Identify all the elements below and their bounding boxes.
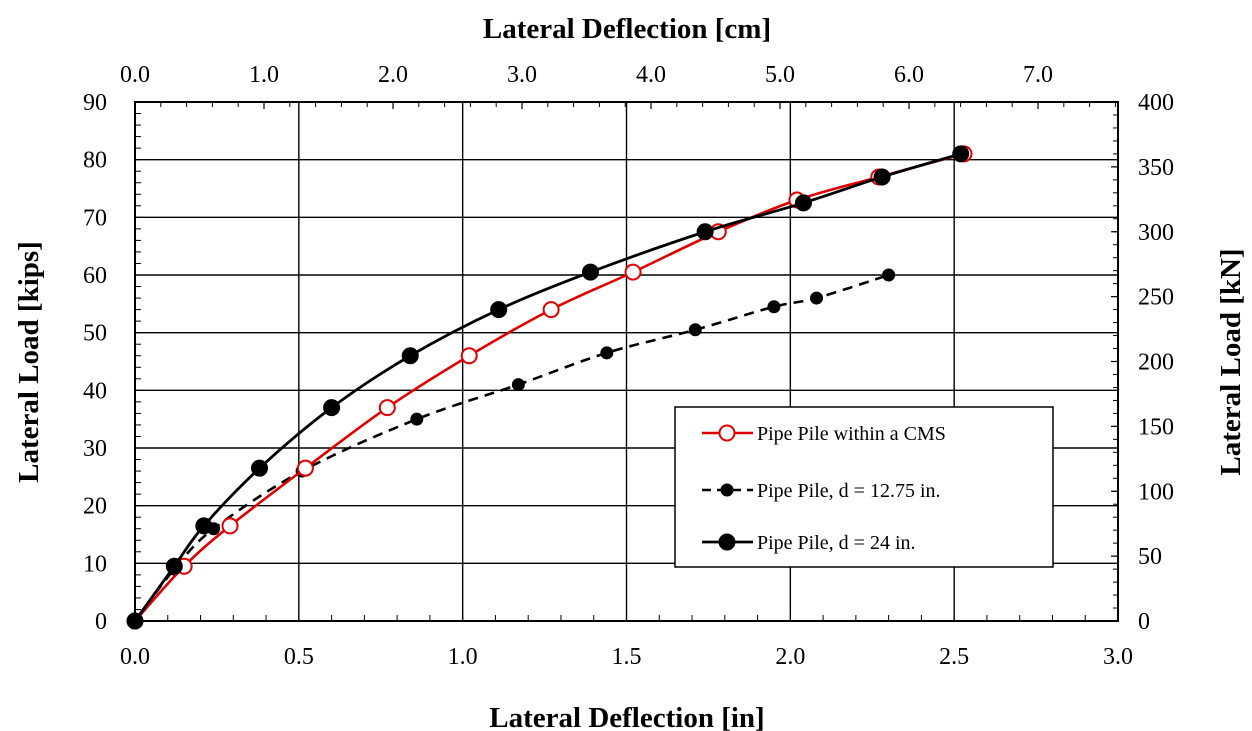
- data-point: [767, 300, 781, 314]
- y-left-tick-label: 10: [83, 551, 107, 577]
- x-bottom-tick-label: 2.0: [775, 644, 805, 670]
- top-x-axis-title: Lateral Deflection [cm]: [483, 13, 771, 45]
- x-bottom-tick-label: 1.5: [612, 644, 642, 670]
- legend-item: Pipe Pile, d = 12.75 in.: [702, 480, 941, 502]
- data-point: [696, 223, 714, 241]
- data-point: [600, 346, 614, 360]
- y-right-tick-label: 100: [1138, 479, 1174, 505]
- y-right-tick-label: 350: [1138, 155, 1174, 181]
- x-bottom-tick-label: 0.0: [120, 644, 150, 670]
- data-point: [688, 323, 702, 337]
- legend-marker: [718, 533, 736, 551]
- y-left-tick-label: 60: [83, 263, 107, 289]
- y-right-tick-label: 0: [1138, 609, 1150, 635]
- data-point: [794, 194, 812, 212]
- x-bottom-tick-label: 0.5: [284, 644, 314, 670]
- y-left-tick-label: 30: [83, 436, 107, 462]
- y-right-tick-label: 250: [1138, 285, 1174, 311]
- data-point: [873, 168, 891, 186]
- data-point: [378, 399, 396, 417]
- series-2: [126, 145, 970, 630]
- tick-labels: 0.0 0.5 1.0 1.5 2.0 2.5 3.00102030405060708090…: [83, 62, 1174, 670]
- legend-label: Pipe Pile, d = 12.75 in.: [757, 480, 941, 502]
- data-point: [126, 612, 144, 630]
- x-top-tick-label: 5.0: [765, 62, 795, 88]
- data-point: [581, 263, 599, 281]
- data-point: [410, 412, 424, 426]
- plot-frame: [134, 101, 1119, 622]
- x-top-tick-label: 4.0: [636, 62, 666, 88]
- y-left-tick-label: 0: [95, 609, 107, 635]
- y-right-tick-label: 400: [1138, 90, 1174, 116]
- x-top-tick-label: 2.0: [378, 62, 408, 88]
- y-right-tick-label: 200: [1138, 350, 1174, 376]
- data-point: [296, 459, 314, 477]
- legend-item: Pipe Pile, d = 24 in.: [702, 532, 916, 554]
- data-point: [221, 517, 239, 535]
- x-top-tick-label: 3.0: [507, 62, 537, 88]
- x-bottom-tick-label: 3.0: [1103, 644, 1133, 670]
- legend: Pipe Pile within a CMS Pipe Pile, d = 12.…: [674, 406, 1054, 568]
- y-left-tick-label: 40: [83, 378, 107, 404]
- x-bottom-tick-label: 1.0: [448, 644, 478, 670]
- legend-label: Pipe Pile within a CMS: [757, 423, 946, 445]
- y-right-tick-label: 50: [1138, 544, 1162, 570]
- data-point: [542, 301, 560, 319]
- data-point: [490, 301, 508, 319]
- legend-item: Pipe Pile within a CMS: [702, 423, 946, 445]
- x-top-tick-label: 0.0: [120, 62, 150, 88]
- data-point: [882, 268, 896, 282]
- data-point: [165, 557, 183, 575]
- legend-marker: [720, 483, 734, 497]
- data-point: [323, 399, 341, 417]
- x-top-tick-label: 7.0: [1023, 62, 1053, 88]
- x-top-tick-label: 1.0: [249, 62, 279, 88]
- data-point: [401, 347, 419, 365]
- y-left-tick-label: 90: [83, 90, 107, 116]
- data-point: [460, 347, 478, 365]
- data-point: [511, 378, 525, 392]
- series-line: [133, 273, 890, 622]
- y-left-tick-label: 70: [83, 205, 107, 231]
- y-right-tick-label: 300: [1138, 220, 1174, 246]
- series-layer: [126, 145, 973, 630]
- x-top-tick-label: 6.0: [894, 62, 924, 88]
- bottom-x-axis-title: Lateral Deflection [in]: [489, 702, 764, 731]
- data-point: [952, 145, 970, 163]
- right-y-axis-title: Lateral Load [kN]: [1215, 248, 1247, 475]
- data-point: [624, 263, 642, 281]
- y-left-tick-label: 20: [83, 494, 107, 520]
- legend-marker: [718, 424, 736, 442]
- y-left-tick-label: 50: [83, 321, 107, 347]
- data-point: [251, 459, 269, 477]
- legend-label: Pipe Pile, d = 24 in.: [757, 532, 916, 554]
- x-bottom-tick-label: 2.5: [939, 644, 969, 670]
- data-point: [195, 517, 213, 535]
- y-right-tick-label: 150: [1138, 414, 1174, 440]
- data-point: [810, 291, 824, 305]
- left-y-axis-title: Lateral Load [kips]: [13, 241, 45, 483]
- y-left-tick-label: 80: [83, 148, 107, 174]
